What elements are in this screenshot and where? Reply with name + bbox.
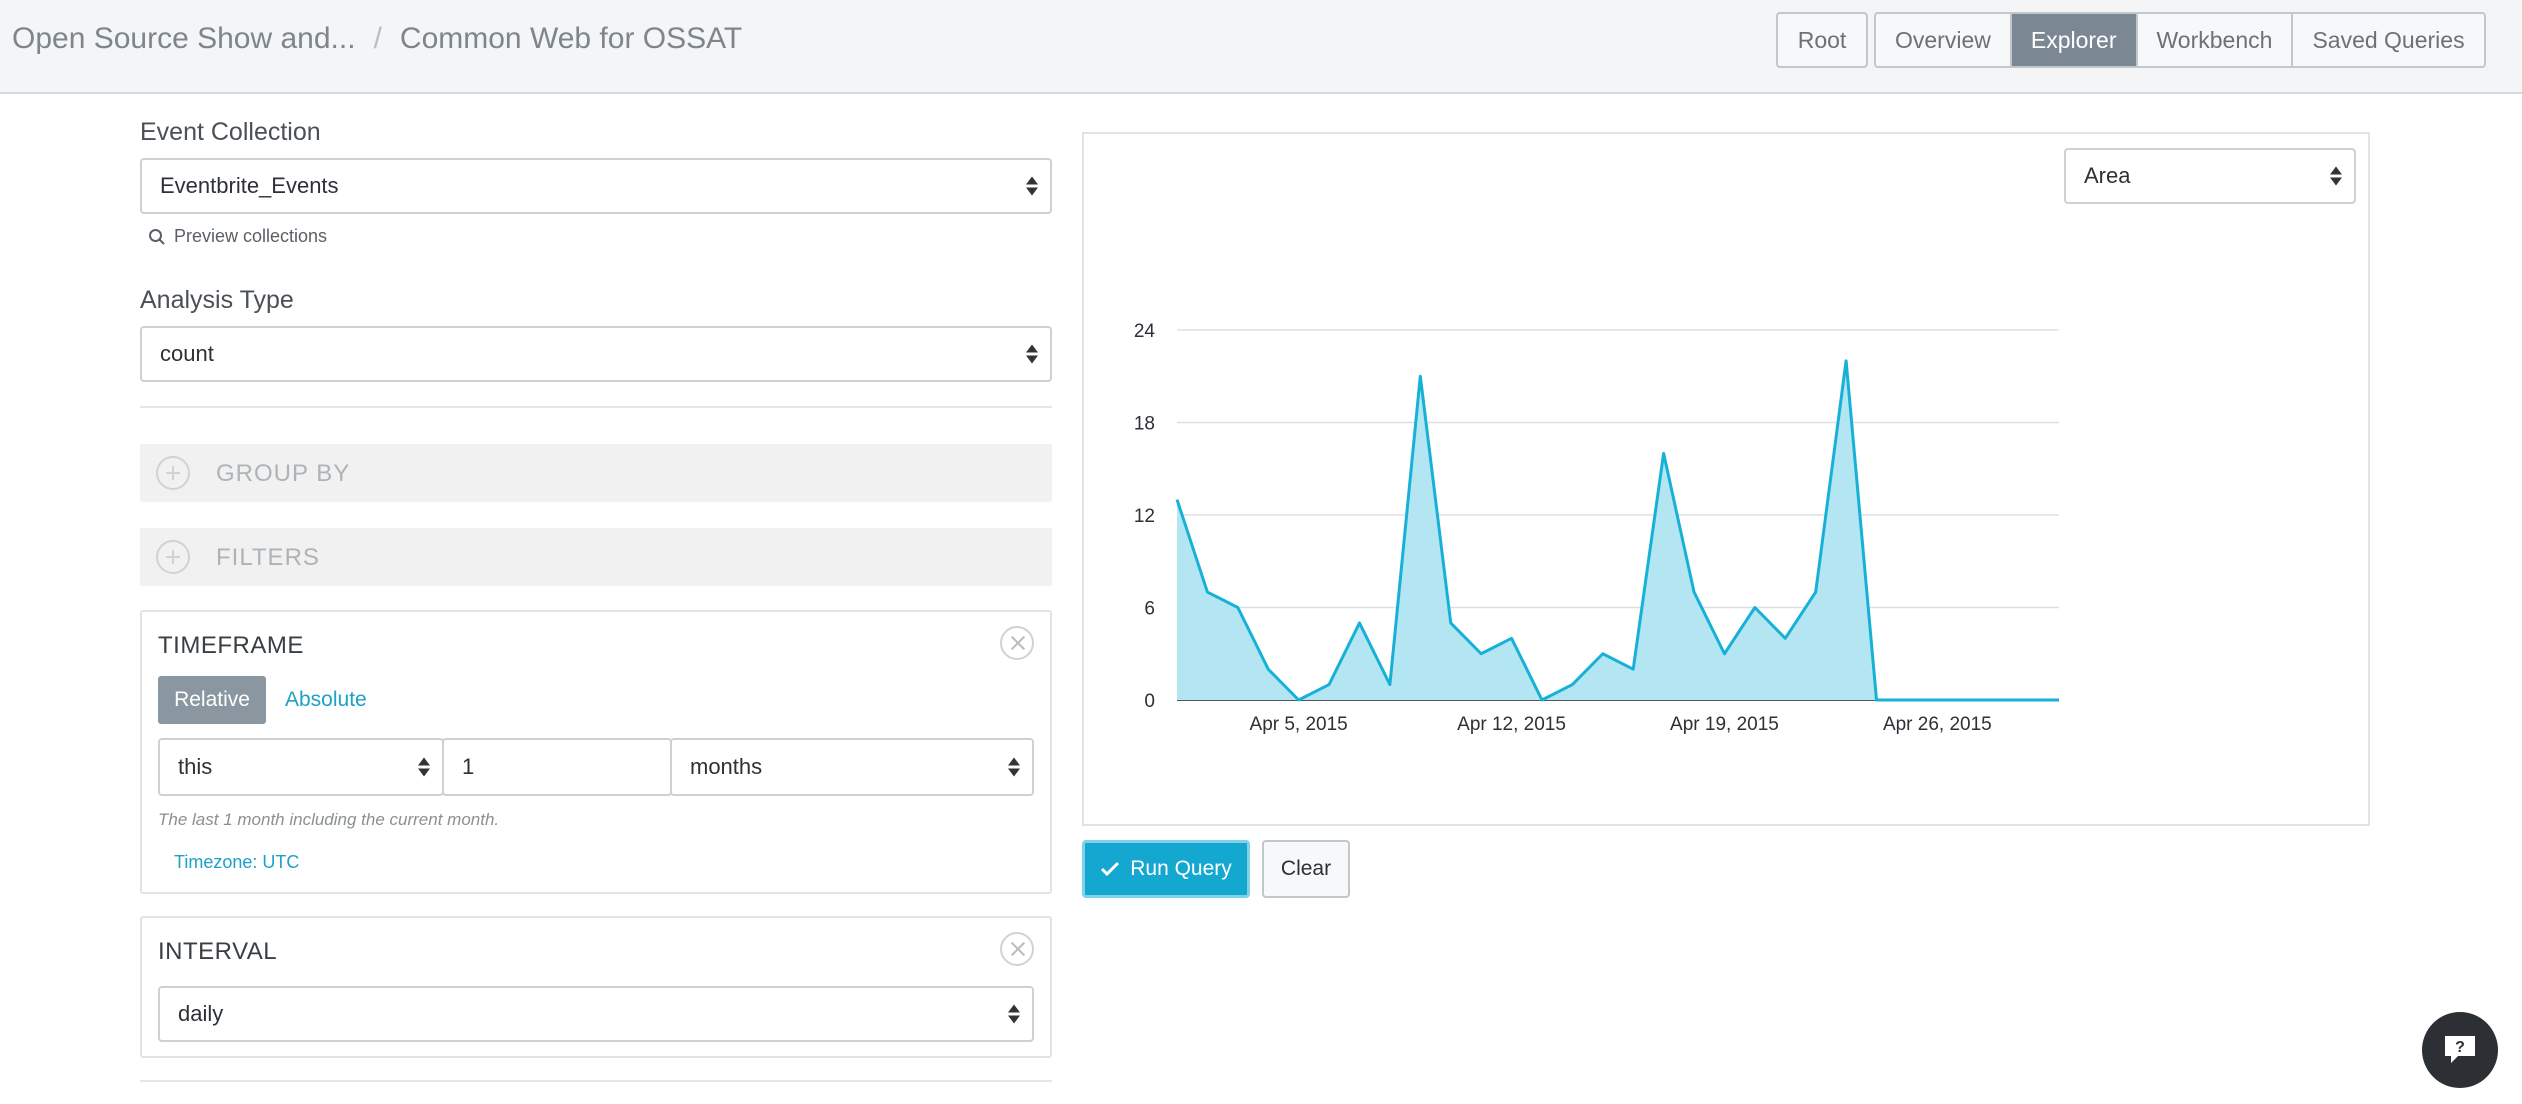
x-tick-label: Apr 12, 2015	[1457, 714, 1566, 735]
nav-root-button[interactable]: Root	[1776, 12, 1868, 68]
y-tick-label: 18	[1134, 414, 1155, 435]
tab-overview[interactable]: Overview	[1876, 14, 2010, 66]
nav-tabs: Overview Explorer Workbench Saved Querie…	[1874, 12, 2486, 68]
plus-icon	[156, 456, 190, 490]
plus-icon	[156, 540, 190, 574]
interval-select[interactable]: daily	[158, 986, 1034, 1042]
units-select[interactable]: months	[670, 738, 1034, 796]
search-icon	[149, 228, 165, 245]
x-tick-label: Apr 5, 2015	[1250, 714, 1348, 735]
y-tick-label: 6	[1144, 599, 1155, 620]
amount-input[interactable]: 1	[442, 738, 672, 796]
x-tick-label: Apr 19, 2015	[1670, 714, 1779, 735]
preview-collections-label: Preview collections	[174, 226, 328, 246]
divider	[140, 1080, 1052, 1082]
timeframe-hint: The last 1 month including the current m…	[158, 810, 500, 829]
area-chart: 0 6 12 18 24 Apr 5, 2015 Apr 12, 2015 Apr 19, 2…	[1134, 321, 2059, 735]
y-tick-label: 12	[1134, 506, 1155, 527]
group-by-section[interactable]: GROUP BY	[140, 444, 1052, 502]
interval-card: INTERVAL daily	[140, 916, 1052, 1058]
timezone-link[interactable]: Timezone: UTC	[174, 852, 300, 872]
breadcrumb-project[interactable]: Open Source Show and...	[12, 22, 356, 55]
breadcrumb: Open Source Show and... / Common Web for O…	[12, 22, 742, 56]
filters-section[interactable]: FILTERS	[140, 528, 1052, 586]
select-arrows-icon	[418, 757, 430, 777]
analysis-type-value: count	[160, 341, 214, 366]
relativity-select[interactable]: this	[158, 738, 444, 796]
analysis-type-label: Analysis Type	[140, 286, 294, 314]
run-query-button[interactable]: Run Query	[1082, 840, 1250, 898]
chart-type-value: Area	[2084, 163, 2131, 188]
series-area	[1177, 360, 2059, 700]
timeframe-card: TIMEFRAME Relative Absolute this 1 month…	[140, 610, 1052, 894]
absolute-link[interactable]: Absolute	[285, 688, 367, 711]
analysis-type-select[interactable]: count	[140, 326, 1052, 382]
amount-value: 1	[462, 754, 475, 779]
event-collection-label: Event Collection	[140, 118, 321, 146]
select-arrows-icon	[1026, 176, 1038, 196]
y-tick-label: 0	[1144, 691, 1155, 712]
breadcrumb-page: Common Web for OSSAT	[399, 22, 743, 55]
close-icon[interactable]	[1000, 932, 1034, 966]
help-chat-button[interactable]: ?	[2422, 1012, 2498, 1088]
select-arrows-icon	[1026, 344, 1038, 364]
timeframe-title: TIMEFRAME	[158, 632, 304, 659]
interval-value: daily	[178, 1001, 224, 1026]
tab-workbench[interactable]: Workbench	[2135, 14, 2292, 66]
filters-label: FILTERS	[216, 544, 320, 571]
relativity-value: this	[178, 754, 213, 779]
clear-button[interactable]: Clear	[1262, 840, 1350, 898]
chat-question-icon: ?	[2445, 1036, 2475, 1063]
chart-type-select[interactable]: Area	[2064, 148, 2356, 204]
divider	[140, 406, 1052, 408]
event-collection-value: Eventbrite_Events	[160, 173, 339, 198]
preview-collections-link[interactable]: Preview collections	[148, 226, 327, 247]
check-icon	[1101, 861, 1120, 877]
y-tick-label: 24	[1134, 321, 1156, 342]
select-arrows-icon	[2330, 166, 2342, 186]
select-arrows-icon	[1008, 1004, 1020, 1024]
run-query-label: Run Query	[1130, 857, 1232, 880]
breadcrumb-separator: /	[373, 22, 382, 55]
group-by-label: GROUP BY	[216, 460, 351, 487]
chart-panel: Area 0 6 12 18 24 Apr 5, 2015 Apr 12, 2015 Apr …	[1082, 132, 2370, 826]
svg-text:?: ?	[2455, 1039, 2465, 1056]
event-collection-select[interactable]: Eventbrite_Events	[140, 158, 1052, 214]
relative-button[interactable]: Relative	[158, 676, 266, 724]
close-icon[interactable]	[1000, 626, 1034, 660]
top-bar: Open Source Show and... / Common Web for O…	[0, 0, 2522, 94]
units-value: months	[690, 754, 763, 779]
series-line	[1175, 359, 2059, 702]
interval-title: INTERVAL	[158, 938, 278, 965]
select-arrows-icon	[1008, 757, 1020, 777]
tab-saved-queries[interactable]: Saved Queries	[2291, 14, 2484, 66]
x-tick-label: Apr 26, 2015	[1883, 714, 1992, 735]
tab-explorer[interactable]: Explorer	[2009, 14, 2136, 66]
